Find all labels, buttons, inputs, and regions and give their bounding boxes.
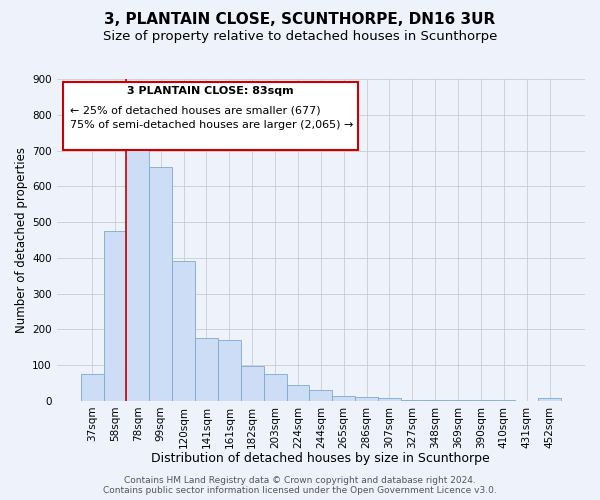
Text: 3, PLANTAIN CLOSE, SCUNTHORPE, DN16 3UR: 3, PLANTAIN CLOSE, SCUNTHORPE, DN16 3UR [104,12,496,28]
Bar [149,166,172,401]
Bar [127,136,149,401]
Bar [104,231,127,401]
Text: 3 PLANTAIN CLOSE: 83sqm: 3 PLANTAIN CLOSE: 83sqm [127,86,293,96]
Bar [355,398,378,401]
Bar [287,385,310,401]
Bar [195,338,218,401]
Text: Contains HM Land Registry data © Crown copyright and database right 2024.
Contai: Contains HM Land Registry data © Crown c… [103,476,497,495]
Bar [378,398,401,401]
Bar [538,398,561,401]
Bar [332,396,355,401]
Text: 75% of semi-detached houses are larger (2,065) →: 75% of semi-detached houses are larger (… [70,120,353,130]
Text: Size of property relative to detached houses in Scunthorpe: Size of property relative to detached ho… [103,30,497,43]
Bar [263,374,287,401]
Text: ← 25% of detached houses are smaller (677): ← 25% of detached houses are smaller (67… [70,106,320,116]
Y-axis label: Number of detached properties: Number of detached properties [15,147,28,333]
Bar [401,400,424,401]
Bar [310,390,332,401]
Bar [218,340,241,401]
X-axis label: Distribution of detached houses by size in Scunthorpe: Distribution of detached houses by size … [151,452,490,465]
Bar [241,366,263,401]
Bar [80,374,104,401]
Bar [172,262,195,401]
